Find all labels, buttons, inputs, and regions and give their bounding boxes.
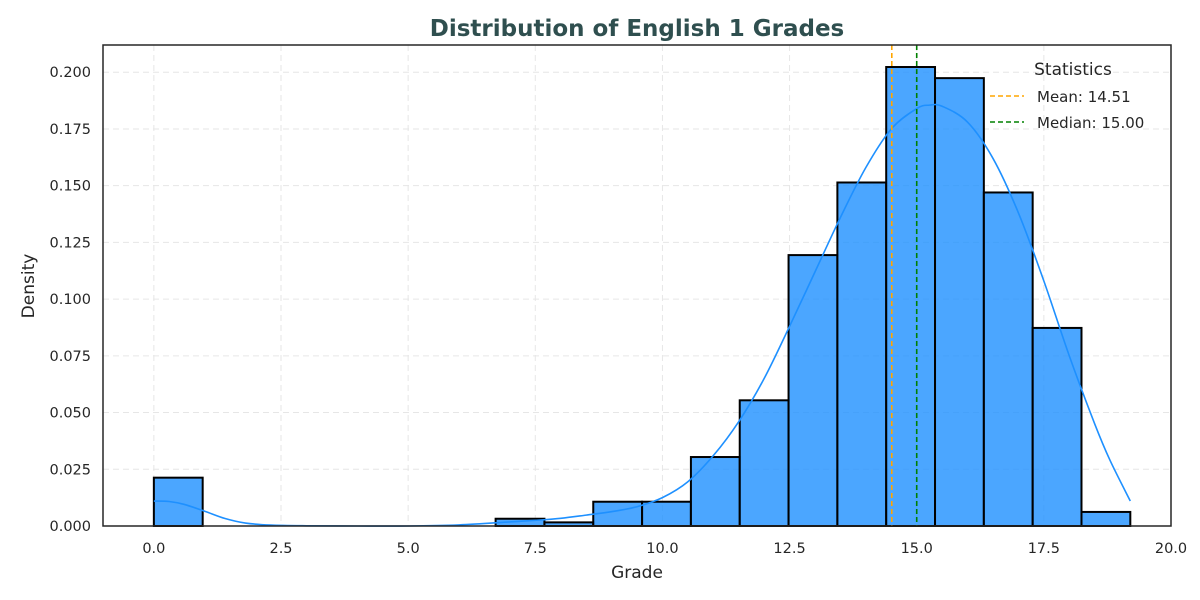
histogram-bar bbox=[934, 77, 985, 528]
legend-median-label: Median: 15.00 bbox=[1037, 114, 1144, 132]
y-tick-label: 0.050 bbox=[49, 406, 91, 422]
y-axis-ticks: 0.000 0.025 0.050 0.075 0.100 0.125 0.150 0.175… bbox=[49, 65, 91, 535]
y-tick-label: 0.200 bbox=[49, 65, 91, 81]
x-tick-label: 20.0 bbox=[1155, 541, 1187, 557]
histogram-bar bbox=[1080, 510, 1132, 527]
y-tick-label: 0.125 bbox=[49, 235, 91, 251]
x-tick-label: 15.0 bbox=[901, 541, 933, 557]
histogram-bar bbox=[885, 66, 937, 527]
histogram-bar bbox=[787, 254, 839, 527]
x-axis-label: Grade bbox=[611, 563, 663, 583]
y-tick-label: 0.000 bbox=[49, 519, 91, 535]
y-tick-label: 0.175 bbox=[49, 122, 91, 138]
chart-title: Distribution of English 1 Grades bbox=[430, 16, 845, 42]
x-tick-label: 17.5 bbox=[1028, 541, 1060, 557]
y-tick-label: 0.100 bbox=[49, 292, 91, 308]
x-tick-label: 10.0 bbox=[646, 541, 678, 557]
x-tick-label: 0.0 bbox=[142, 541, 165, 557]
histogram-bar bbox=[836, 181, 888, 527]
x-tick-label: 5.0 bbox=[397, 541, 420, 557]
x-tick-label: 2.5 bbox=[269, 541, 292, 557]
histogram-bar bbox=[641, 500, 692, 527]
histogram-bar bbox=[689, 456, 741, 528]
histogram-bar bbox=[982, 191, 1034, 527]
legend-mean-label: Mean: 14.51 bbox=[1037, 88, 1131, 106]
y-tick-label: 0.150 bbox=[49, 179, 91, 195]
y-axis-label: Density bbox=[19, 254, 39, 319]
plot-frame bbox=[102, 44, 1172, 527]
histogram-bars bbox=[152, 66, 1132, 528]
y-tick-label: 0.075 bbox=[49, 349, 91, 365]
histogram-bar bbox=[738, 399, 790, 527]
x-tick-label: 7.5 bbox=[524, 541, 547, 557]
reference-lines bbox=[890, 45, 918, 526]
y-tick-label: 0.025 bbox=[49, 462, 91, 478]
legend: Statistics Mean: 14.51 Median: 15.00 bbox=[990, 60, 1144, 132]
x-tick-label: 12.5 bbox=[773, 541, 805, 557]
legend-title: Statistics bbox=[1034, 60, 1112, 80]
histogram-bar bbox=[1031, 326, 1083, 527]
x-axis-ticks: 0.0 2.5 5.0 7.5 10.0 12.5 15.0 17.5 20.0 bbox=[142, 541, 1187, 557]
